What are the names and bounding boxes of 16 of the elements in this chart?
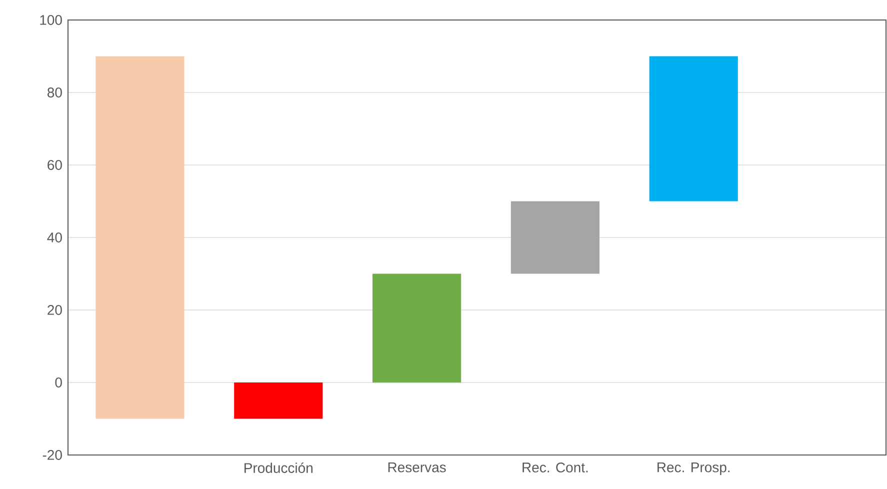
- x-tick-label: Producción: [244, 462, 312, 473]
- y-tick-label: -20: [42, 450, 62, 460]
- bar: [234, 382, 323, 419]
- y-tick-label: 80: [48, 88, 62, 98]
- x-tick-label: Rec. Cont.: [522, 462, 588, 472]
- y-tick-label: 0: [55, 378, 62, 388]
- bar: [96, 56, 184, 419]
- y-tick-label: 20: [48, 305, 62, 315]
- y-tick-label: 40: [47, 232, 62, 242]
- y-tick-label: 60: [48, 160, 62, 170]
- y-tick-label: 100: [40, 15, 62, 25]
- bar: [510, 201, 600, 274]
- bar: [372, 274, 462, 382]
- x-tick-label: Rec. Prosp.: [658, 462, 730, 476]
- x-tick-label: Reservas: [388, 462, 446, 472]
- bar: [649, 56, 738, 202]
